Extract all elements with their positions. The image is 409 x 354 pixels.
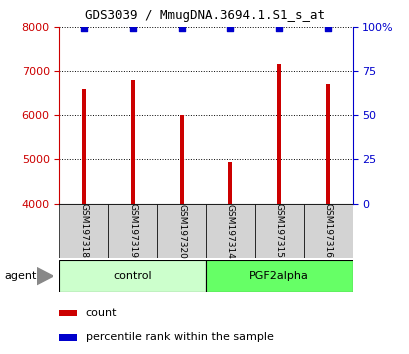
Bar	[59, 334, 77, 341]
Point	[178, 25, 184, 31]
Text: GSM197316: GSM197316	[323, 204, 332, 258]
Bar	[276, 64, 281, 204]
Text: GSM197320: GSM197320	[177, 204, 186, 258]
Text: agent: agent	[4, 271, 36, 281]
Point	[275, 25, 282, 31]
Bar	[59, 310, 77, 316]
Bar	[130, 80, 135, 204]
Bar	[108, 204, 157, 258]
Point	[81, 25, 87, 31]
Bar	[206, 260, 352, 292]
Bar	[326, 84, 329, 204]
Bar	[303, 204, 352, 258]
Bar	[82, 88, 85, 204]
Text: percentile rank within the sample: percentile rank within the sample	[85, 332, 273, 342]
Text: GSM197315: GSM197315	[274, 204, 283, 258]
Bar	[206, 204, 254, 258]
Bar	[59, 260, 206, 292]
Text: GSM197319: GSM197319	[128, 204, 137, 258]
Polygon shape	[37, 268, 53, 285]
Point	[129, 25, 136, 31]
Bar	[59, 204, 108, 258]
Bar	[254, 204, 303, 258]
Bar	[228, 161, 232, 204]
Point	[227, 25, 233, 31]
Point	[324, 25, 330, 31]
Text: count: count	[85, 308, 117, 318]
Bar	[157, 204, 205, 258]
Text: GDS3039 / MmugDNA.3694.1.S1_s_at: GDS3039 / MmugDNA.3694.1.S1_s_at	[85, 9, 324, 22]
Text: PGF2alpha: PGF2alpha	[249, 271, 308, 281]
Text: GSM197318: GSM197318	[79, 204, 88, 258]
Text: GSM197314: GSM197314	[225, 204, 234, 258]
Text: control: control	[113, 271, 152, 281]
Bar	[179, 115, 183, 204]
